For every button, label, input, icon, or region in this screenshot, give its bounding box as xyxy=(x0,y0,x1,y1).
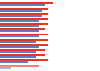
Bar xyxy=(0,18,48,20)
Bar xyxy=(0,2,53,4)
Bar xyxy=(0,41,36,43)
Bar xyxy=(0,13,48,15)
Bar xyxy=(0,49,45,51)
Bar xyxy=(0,44,48,46)
Bar xyxy=(0,39,48,41)
Bar xyxy=(0,51,36,53)
Bar xyxy=(0,8,48,10)
Bar xyxy=(0,54,45,56)
Bar xyxy=(0,28,45,30)
Bar xyxy=(0,65,39,67)
Bar xyxy=(0,30,39,32)
Bar xyxy=(0,36,39,37)
Bar xyxy=(0,4,45,6)
Bar xyxy=(0,67,11,69)
Bar xyxy=(0,15,42,17)
Bar xyxy=(0,56,36,58)
Bar xyxy=(0,23,48,25)
Bar xyxy=(0,59,48,61)
Bar xyxy=(0,10,42,12)
Bar xyxy=(0,61,28,63)
Bar xyxy=(0,20,39,22)
Bar xyxy=(0,25,39,27)
Bar xyxy=(0,46,39,48)
Bar xyxy=(0,34,48,36)
